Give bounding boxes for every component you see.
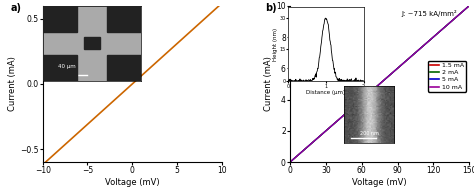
Text: a): a) bbox=[10, 3, 21, 13]
X-axis label: Voltage (mV): Voltage (mV) bbox=[352, 178, 407, 187]
Legend: 1.5 mA, 2 mA, 5 mA, 10 mA: 1.5 mA, 2 mA, 5 mA, 10 mA bbox=[428, 61, 466, 91]
Text: b): b) bbox=[265, 3, 276, 13]
Y-axis label: Current (mA): Current (mA) bbox=[264, 57, 273, 111]
Text: J: ~715 kA/mm²: J: ~715 kA/mm² bbox=[401, 10, 457, 18]
Y-axis label: Current (mA): Current (mA) bbox=[8, 57, 17, 111]
X-axis label: Voltage (mV): Voltage (mV) bbox=[105, 178, 160, 187]
